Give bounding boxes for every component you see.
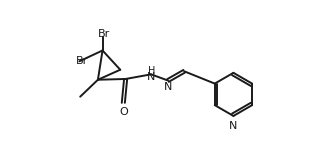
- Text: N: N: [147, 72, 155, 82]
- Text: Br: Br: [75, 56, 88, 66]
- Text: O: O: [119, 107, 128, 117]
- Text: Br: Br: [98, 29, 110, 39]
- Text: N: N: [229, 121, 238, 131]
- Text: H: H: [148, 65, 155, 75]
- Text: N: N: [164, 82, 172, 92]
